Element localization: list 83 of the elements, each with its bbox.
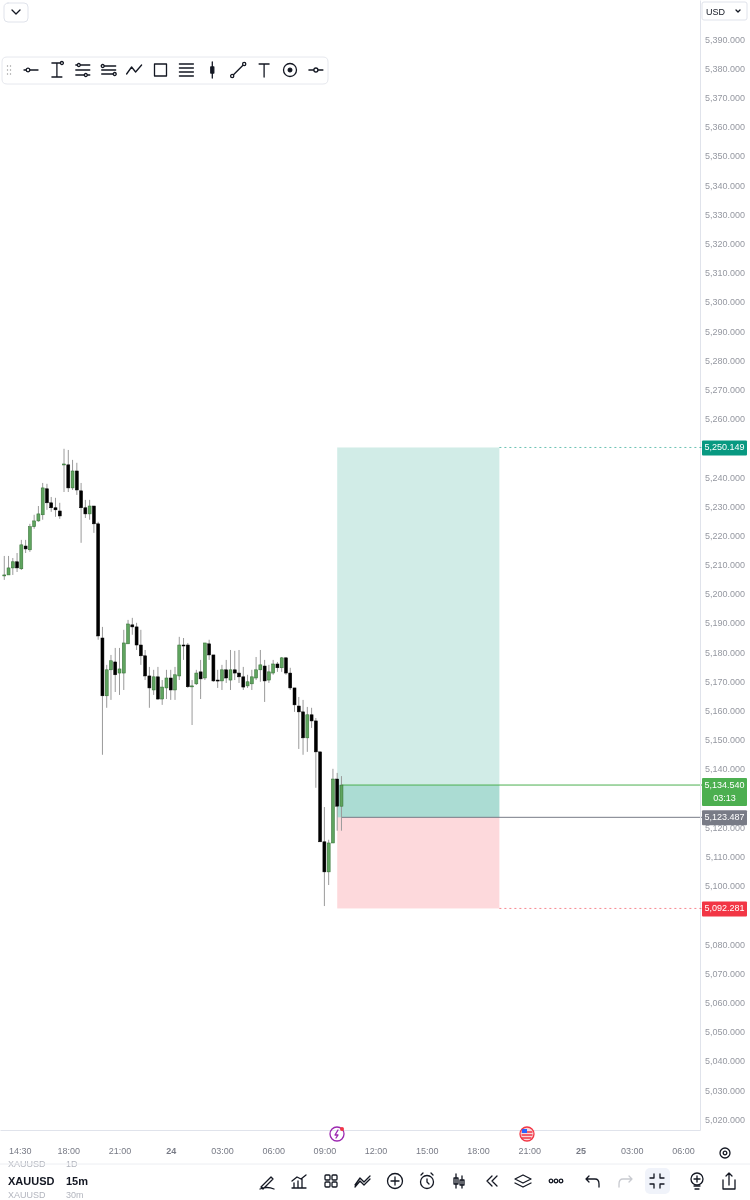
y-tick-label: 5,380.000 — [704, 63, 745, 74]
y-tick-label: 5,120.000 — [704, 822, 745, 833]
x-tick-label: 24 — [166, 1146, 177, 1157]
text: 15m — [66, 1175, 89, 1187]
text: XAUUSD — [8, 1190, 47, 1200]
candlestick — [228, 649, 233, 691]
y-tick-label: 5,110.000 — [705, 852, 745, 863]
x-tick-label: 14:30 — [9, 1146, 32, 1157]
candlestick — [237, 649, 241, 684]
x-tick-label: 09:00 — [313, 1146, 337, 1157]
candlestick — [305, 706, 310, 753]
candlestick — [198, 659, 203, 700]
y-tick-label: 5,150.000 — [704, 735, 745, 746]
candlestick — [339, 775, 344, 832]
x-tick-label: 06:00 — [672, 1146, 695, 1157]
text: 1D — [66, 1159, 79, 1169]
candlestick — [19, 539, 24, 571]
y-tick-label: 5,100.000 — [704, 881, 745, 892]
y-tick-label: 5,020.000 — [704, 1114, 745, 1125]
candlestick — [15, 552, 19, 573]
x-tick-label: 21:00 — [518, 1146, 542, 1157]
y-tick-label: 5,190.000 — [704, 618, 745, 629]
x-tick-label: 15:00 — [416, 1146, 439, 1157]
y-tick-label: 5,260.000 — [704, 414, 745, 425]
y-tick-label: 5,070.000 — [704, 968, 745, 979]
y-tick-label: 5,350.000 — [704, 151, 745, 162]
candlestick — [151, 669, 156, 696]
candlestick — [2, 555, 7, 581]
candlestick — [70, 459, 75, 491]
y-tick-label: 5,220.000 — [704, 530, 745, 541]
y-tick-label: 5,360.000 — [704, 122, 745, 133]
text: 30m — [66, 1190, 84, 1200]
text: XAUUSD — [8, 1159, 47, 1169]
x-tick-label: 18:00 — [467, 1146, 490, 1157]
candlestick — [224, 659, 228, 684]
x-tick-label: 12:00 — [364, 1146, 388, 1157]
text: XAUUSD — [8, 1175, 55, 1187]
y-tick-label: 5,210.000 — [704, 560, 745, 571]
y-tick-label: 5,040.000 — [704, 1056, 745, 1067]
candlestick — [220, 664, 224, 691]
x-tick-label: 25 — [575, 1146, 586, 1157]
y-tick-label: 5,060.000 — [704, 998, 745, 1009]
band-label: 5,250.149 — [704, 442, 745, 453]
candlestick — [267, 664, 271, 684]
candlestick — [53, 497, 58, 518]
candlestick — [233, 650, 237, 681]
text: USD — [706, 7, 726, 17]
y-tick-label: 5,030.000 — [704, 1085, 745, 1096]
y-tick-label: 5,290.000 — [704, 326, 745, 337]
y-tick-label: 5,370.000 — [704, 92, 745, 103]
candlestick — [109, 654, 113, 701]
ref-line-label: 5,123.487 — [704, 812, 745, 823]
y-tick-label: 5,050.000 — [704, 1027, 745, 1038]
candlestick — [6, 555, 11, 576]
candlestick — [168, 669, 173, 701]
candlestick — [62, 448, 66, 493]
y-tick-label: 5,170.000 — [704, 676, 745, 687]
y-tick-label: 5,320.000 — [704, 238, 745, 249]
candlestick — [87, 499, 92, 521]
y-tick-label: 5,140.000 — [704, 764, 745, 775]
x-tick-label: 18:00 — [57, 1146, 81, 1157]
y-tick-label: 5,180.000 — [704, 647, 745, 658]
y-tick-label: 5,270.000 — [704, 384, 745, 395]
x-tick-label: 21:00 — [108, 1146, 132, 1157]
y-tick-label: 5,240.000 — [704, 472, 745, 483]
x-tick-label: 06:00 — [262, 1146, 285, 1157]
candlestick — [66, 449, 71, 493]
candlestick — [45, 483, 49, 511]
y-tick-label: 5,330.000 — [704, 209, 745, 220]
y-tick-label: 5,390.000 — [704, 34, 745, 45]
band-label: 5,092.281 — [704, 903, 745, 914]
y-tick-label: 5,230.000 — [704, 501, 745, 512]
candlestick — [156, 666, 160, 701]
y-tick-label: 5,310.000 — [704, 268, 745, 279]
x-tick-label: 03:00 — [211, 1146, 234, 1157]
y-tick-label: 5,300.000 — [704, 297, 745, 308]
y-tick-label: 5,080.000 — [704, 939, 745, 950]
ref-line-label: 5,134.540 03:13 — [704, 780, 745, 804]
x-tick-label: 03:00 — [620, 1146, 644, 1157]
y-tick-label: 5,280.000 — [704, 355, 745, 366]
y-tick-label: 5,200.000 — [704, 589, 745, 600]
y-tick-label: 5,340.000 — [704, 180, 745, 191]
y-tick-label: 5,160.000 — [704, 706, 745, 717]
